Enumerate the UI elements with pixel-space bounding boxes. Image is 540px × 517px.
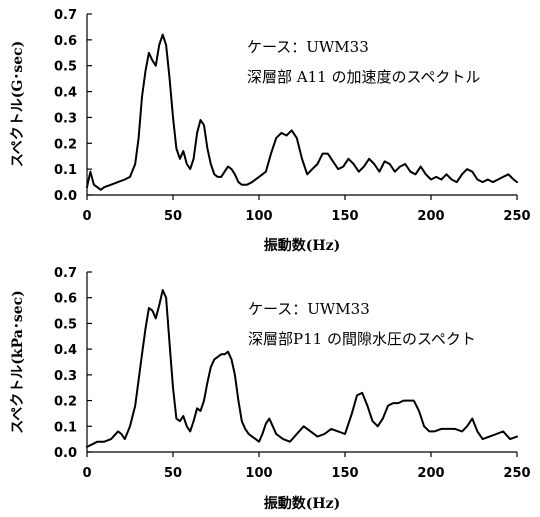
chart1-x-tick-label: 0: [82, 209, 91, 224]
chart2-y-tick-label: 0.7: [54, 266, 77, 281]
chart1-y-tick-label: 0.7: [54, 8, 77, 23]
chart2-annotation-case: ケース：UWM33: [248, 300, 370, 318]
chart1-annotation-case: ケース：UWM33: [247, 38, 369, 56]
chart1-y-ticks: 0.0 0.1 0.2 0.3 0.4 0.5 0.6 0.7: [54, 8, 92, 204]
chart2-x-tick-label: 150: [331, 466, 358, 481]
chart1-y-tick-label: 0.4: [54, 86, 77, 101]
chart1-annotation-description: 深層部 A11 の加速度のスペクトル: [247, 68, 480, 86]
chart1-y-tick-label: 0.5: [54, 60, 77, 75]
chart2-y-ticks: 0.0 0.1 0.2 0.3 0.4 0.5 0.6 0.7: [54, 266, 92, 461]
chart1-x-ticks: 0 50 100 150 200 250: [82, 195, 531, 224]
chart2-y-axis-label: スペクトル(kPa･sec): [10, 290, 26, 434]
chart1-y-tick-label: 0.0: [54, 189, 77, 204]
chart2-y-tick-label: 0.1: [54, 420, 77, 435]
chart1-series-line: [86, 33, 518, 191]
chart2-annotation-description: 深層部P11 の間隙水圧のスペクト: [248, 330, 476, 348]
chart2-y-tick-label: 0.0: [54, 446, 77, 461]
chart1-y-axis-label: スペクトル(G･sec): [10, 41, 26, 168]
chart2-x-axis-label: 振動数(Hz): [264, 495, 340, 512]
chart2-y-tick-label: 0.6: [54, 292, 77, 307]
chart1-x-tick-label: 250: [503, 209, 530, 224]
chart2-y-tick-label: 0.4: [54, 343, 77, 358]
chart2-series-line: [86, 289, 518, 448]
chart2-y-tick-label: 0.5: [54, 317, 77, 332]
chart1-x-tick-label: 150: [331, 209, 358, 224]
chart2-x-tick-label: 0: [82, 466, 91, 481]
chart2-x-tick-label: 100: [245, 466, 272, 481]
chart2-x-ticks: 0 50 100 150 200 250: [82, 452, 531, 481]
chart2-x-tick-label: 200: [417, 466, 444, 481]
chart1-x-axis-label: 振動数(Hz): [264, 237, 340, 254]
chart2-x-tick-label: 250: [503, 466, 530, 481]
chart1-x-tick-label: 50: [164, 209, 182, 224]
chart1-x-tick-label: 200: [417, 209, 444, 224]
chart1-y-tick-label: 0.3: [54, 111, 77, 126]
chart1-y-tick-label: 0.6: [54, 34, 77, 49]
chart1-y-tick-label: 0.1: [54, 163, 77, 178]
chart2-y-tick-label: 0.3: [54, 369, 77, 384]
chart1-x-tick-label: 100: [245, 209, 272, 224]
chart2-y-tick-label: 0.2: [54, 395, 77, 410]
chart-acceleration-spectrum: 0.0 0.1 0.2 0.3 0.4 0.5 0.6 0.7 0 50 100 150 200 250…: [10, 8, 531, 254]
chart2-x-tick-label: 50: [164, 466, 182, 481]
chart1-y-tick-label: 0.2: [54, 137, 77, 152]
chart-pore-pressure-spectrum: 0.0 0.1 0.2 0.3 0.4 0.5 0.6 0.7 0 50 100 150 200 250…: [10, 266, 531, 512]
